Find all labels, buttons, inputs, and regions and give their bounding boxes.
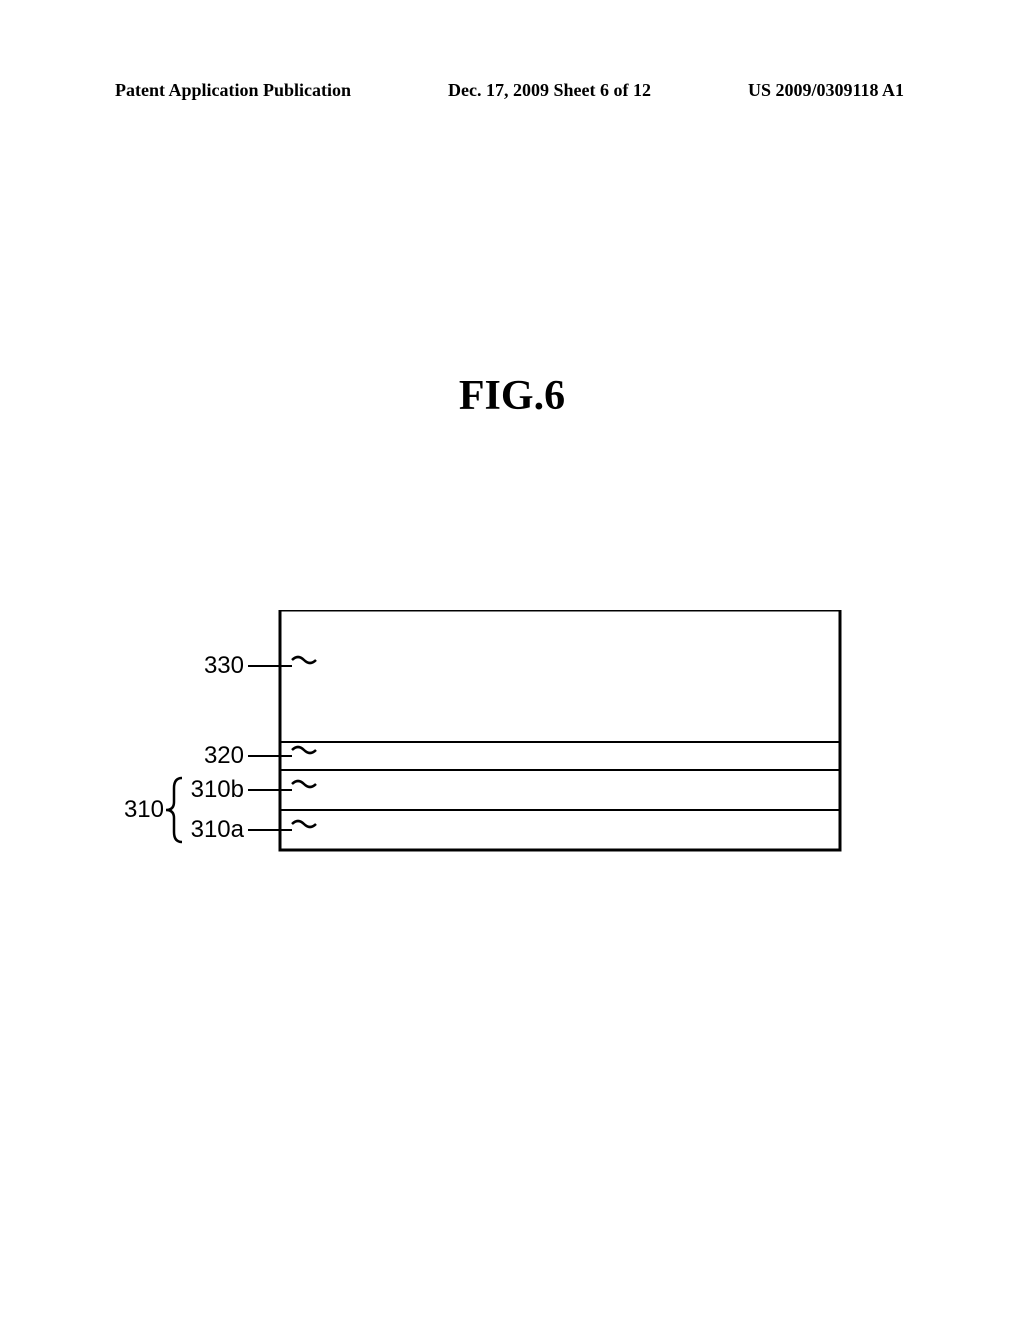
label-310b: 310b	[174, 776, 244, 804]
diagram-container: 330 320 310b 310a 310	[120, 610, 880, 870]
label-310-group: 310	[114, 796, 164, 824]
figure-title: FIG.6	[0, 372, 1024, 420]
header-right: US 2009/0309118 A1	[748, 80, 904, 101]
label-310a: 310a	[174, 816, 244, 844]
label-330: 330	[184, 652, 244, 680]
header-left: Patent Application Publication	[115, 80, 351, 101]
label-320: 320	[184, 742, 244, 770]
patent-header: Patent Application Publication Dec. 17, …	[0, 80, 1024, 101]
header-center: Dec. 17, 2009 Sheet 6 of 12	[448, 80, 651, 101]
layer-stack-outline	[280, 610, 840, 850]
